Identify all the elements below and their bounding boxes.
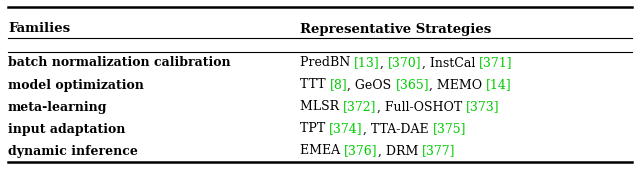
Text: [14]: [14] bbox=[486, 78, 512, 91]
Text: input adaptation: input adaptation bbox=[8, 123, 125, 136]
Text: PredBN: PredBN bbox=[300, 56, 355, 69]
Text: ,: , bbox=[380, 56, 388, 69]
Text: Representative Strategies: Representative Strategies bbox=[300, 22, 492, 35]
Text: meta-learning: meta-learning bbox=[8, 101, 108, 114]
Text: , DRM: , DRM bbox=[378, 144, 422, 158]
Text: , InstCal: , InstCal bbox=[422, 56, 479, 69]
Text: Families: Families bbox=[8, 22, 70, 35]
Text: batch normalization calibration: batch normalization calibration bbox=[8, 56, 230, 69]
Text: , Full-OSHOT: , Full-OSHOT bbox=[376, 101, 466, 114]
Text: [374]: [374] bbox=[329, 123, 363, 136]
Text: dynamic inference: dynamic inference bbox=[8, 144, 138, 158]
Text: [370]: [370] bbox=[388, 56, 422, 69]
Text: TTT: TTT bbox=[300, 78, 330, 91]
Text: [372]: [372] bbox=[343, 101, 376, 114]
Text: [365]: [365] bbox=[396, 78, 429, 91]
Text: model optimization: model optimization bbox=[8, 78, 144, 91]
Text: [375]: [375] bbox=[433, 123, 466, 136]
Text: , TTA-DAE: , TTA-DAE bbox=[363, 123, 433, 136]
Text: [373]: [373] bbox=[466, 101, 499, 114]
Text: , GeOS: , GeOS bbox=[348, 78, 396, 91]
Text: , MEMO: , MEMO bbox=[429, 78, 486, 91]
Text: [371]: [371] bbox=[479, 56, 513, 69]
Text: EMEA: EMEA bbox=[300, 144, 344, 158]
Text: [13]: [13] bbox=[355, 56, 380, 69]
Text: [8]: [8] bbox=[330, 78, 348, 91]
Text: MLSR: MLSR bbox=[300, 101, 343, 114]
Text: [377]: [377] bbox=[422, 144, 456, 158]
Text: TPT: TPT bbox=[300, 123, 329, 136]
Text: [376]: [376] bbox=[344, 144, 378, 158]
